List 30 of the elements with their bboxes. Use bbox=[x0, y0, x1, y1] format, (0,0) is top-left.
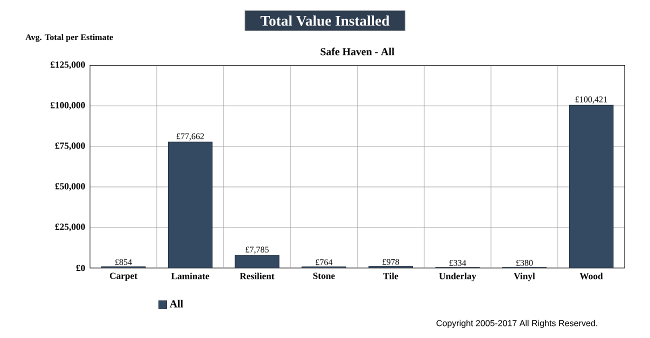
x-tick-label: Wood bbox=[580, 272, 603, 280]
y-tick-label: £0 bbox=[76, 264, 85, 272]
y-tick-label: £25,000 bbox=[55, 224, 85, 232]
bar bbox=[234, 255, 280, 268]
x-tick-label: Vinyl bbox=[514, 272, 535, 282]
data-label: £100,421 bbox=[575, 96, 607, 104]
x-tick-label: Resilient bbox=[240, 272, 274, 280]
text: Copyright 2005-2017 All Rights Reserved. bbox=[436, 320, 598, 328]
y-tick-label: £100,000 bbox=[50, 102, 85, 110]
data-label: £334 bbox=[449, 260, 466, 266]
bar bbox=[568, 104, 614, 268]
y-tick-label: £75,000 bbox=[55, 142, 85, 150]
x-tick-label: Tile bbox=[383, 272, 398, 280]
data-label: £854 bbox=[115, 259, 132, 265]
x-tick-label: Carpet bbox=[110, 272, 138, 281]
y-tick-label: £50,000 bbox=[55, 183, 85, 191]
data-label: £77,662 bbox=[176, 133, 204, 140]
chart-title: Total Value Installed bbox=[260, 15, 390, 26]
x-tick-label: Stone bbox=[313, 272, 335, 279]
chart-subtitle: Safe Haven - All bbox=[320, 48, 394, 56]
legend-label: All bbox=[170, 300, 184, 308]
data-label: £978 bbox=[382, 258, 400, 265]
data-label: £764 bbox=[316, 259, 332, 266]
y-axis-title: Avg. Total per Estimate bbox=[25, 34, 114, 42]
data-label: £7,785 bbox=[246, 246, 269, 254]
y-tick-label: £125,000 bbox=[50, 61, 85, 70]
x-tick-label: Underlay bbox=[439, 272, 476, 282]
x-tick-label: Laminate bbox=[171, 272, 210, 280]
data-label: £380 bbox=[516, 260, 533, 266]
bar bbox=[168, 142, 213, 268]
